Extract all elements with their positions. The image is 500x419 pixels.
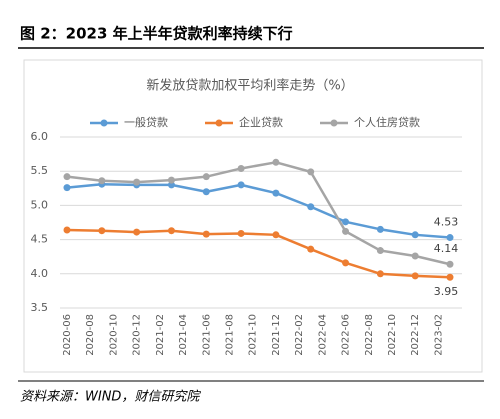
chart-title: 新发放贷款加权平均利率走势（%） — [146, 78, 353, 94]
data-point — [307, 203, 315, 211]
chart-frame — [23, 59, 483, 373]
legend-marker — [330, 119, 338, 127]
y-tick-label: 5.5 — [31, 164, 49, 177]
x-tick-label: 2022-06 — [341, 314, 352, 356]
source-note: 资料来源：WIND，财信研究院 — [20, 389, 201, 405]
data-point — [411, 272, 419, 280]
data-point — [202, 173, 210, 181]
data-point — [237, 181, 245, 189]
y-tick-label: 4.5 — [31, 233, 49, 246]
legend-label: 一般贷款 — [124, 115, 168, 129]
data-point — [98, 227, 106, 235]
x-tick-label: 2021-04 — [178, 314, 189, 356]
data-point — [167, 176, 175, 184]
x-tick-label: 2021-08 — [224, 314, 235, 356]
legend-marker — [215, 119, 223, 127]
data-point — [63, 226, 71, 234]
y-tick-label: 6.0 — [31, 130, 49, 143]
data-point — [272, 231, 280, 239]
y-tick-label: 3.5 — [31, 301, 49, 314]
data-point — [98, 177, 106, 185]
legend-label: 个人住房贷款 — [354, 115, 420, 129]
y-tick-label: 5.0 — [31, 198, 49, 211]
data-point — [167, 181, 175, 189]
data-point — [376, 247, 384, 255]
data-point — [63, 173, 71, 181]
data-point — [237, 164, 245, 172]
x-tick-label: 2022-04 — [317, 314, 328, 356]
data-point — [307, 245, 315, 253]
data-point — [202, 230, 210, 238]
data-point — [237, 229, 245, 237]
data-point — [446, 260, 454, 268]
x-tick-label: 2021-02 — [155, 314, 166, 356]
x-tick-label: 2022-02 — [294, 314, 305, 356]
x-tick-label: 2020-12 — [132, 314, 143, 356]
data-point — [133, 178, 141, 186]
x-tick-label: 2023-02 — [433, 314, 444, 356]
data-point — [167, 227, 175, 235]
data-point — [202, 188, 210, 196]
plot: 3.5 4.0 4.5 5.0 5.5 6.0 2020-06 2020-08 2020-10 2… — [31, 115, 462, 356]
x-tick-label: 2022-10 — [387, 314, 398, 356]
x-tick-label: 2021-10 — [248, 314, 259, 356]
x-tick-label: 2022-12 — [410, 314, 421, 356]
data-point — [342, 227, 350, 235]
legend-marker — [100, 119, 108, 127]
data-point — [376, 270, 384, 278]
series-line — [66, 228, 451, 279]
data-point — [411, 231, 419, 239]
data-point — [272, 158, 280, 166]
data-label: 4.14 — [434, 242, 459, 255]
data-point — [63, 184, 71, 192]
data-label: 3.95 — [434, 285, 459, 298]
legend-label: 企业贷款 — [239, 115, 283, 129]
data-point — [307, 168, 315, 176]
figure-title: 图 2：2023 年上半年贷款利率持续下行 — [20, 25, 293, 43]
data-point — [342, 218, 350, 226]
x-tick-label: 2022-08 — [364, 314, 375, 356]
data-point — [446, 234, 454, 242]
data-point — [376, 225, 384, 233]
x-tick-label: 2020-10 — [108, 314, 119, 356]
x-tick-label: 2021-06 — [201, 314, 212, 356]
data-label: 4.53 — [434, 216, 459, 229]
data-point — [133, 228, 141, 236]
series-line — [66, 161, 451, 266]
x-tick-label: 2021-12 — [271, 314, 282, 356]
data-point — [342, 259, 350, 267]
series-line — [66, 182, 451, 239]
data-point — [411, 252, 419, 260]
data-point — [446, 273, 454, 281]
x-tick-label: 2020-08 — [85, 314, 96, 356]
y-tick-label: 4.0 — [31, 267, 49, 280]
data-point — [272, 189, 280, 197]
x-tick-label: 2020-06 — [62, 314, 73, 356]
